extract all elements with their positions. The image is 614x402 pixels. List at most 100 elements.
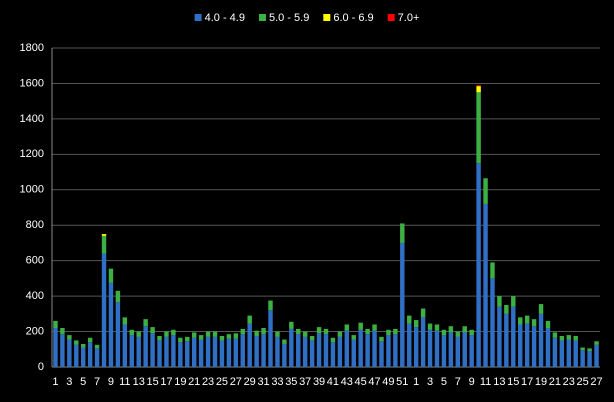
bar-segment	[476, 163, 481, 367]
bar-segment	[143, 319, 148, 327]
x-tick-label: 3	[66, 376, 72, 388]
bar-segment	[545, 320, 551, 329]
legend-swatch	[194, 14, 202, 21]
bar-segment	[483, 178, 488, 204]
bar-segment	[198, 339, 204, 367]
bar-segment	[275, 331, 280, 337]
bar-segment	[337, 331, 343, 337]
x-tick-label: 17	[160, 376, 172, 388]
bar-segment	[316, 333, 322, 367]
bar-segment	[497, 296, 502, 307]
bar-segment	[226, 334, 232, 339]
x-tick-label: 19	[535, 376, 547, 388]
bar-segment	[233, 338, 239, 367]
bar-segment	[205, 331, 211, 337]
bar-segment	[323, 334, 329, 367]
bar-segment	[400, 242, 405, 367]
bar-segment	[490, 262, 495, 279]
bar-segment	[497, 306, 502, 367]
bar-segment	[101, 234, 107, 236]
bar-segment	[74, 340, 79, 345]
x-tick-label: 11	[119, 376, 130, 388]
bar-segment	[136, 331, 141, 337]
bar-segment	[462, 332, 467, 367]
bar-segment	[559, 335, 565, 341]
bar-segment	[101, 235, 107, 254]
x-tick-label: 5	[80, 376, 86, 388]
bar-segment	[247, 323, 252, 367]
x-tick-label: 15	[146, 376, 158, 388]
bar-segment	[185, 341, 190, 367]
bar-segment	[254, 330, 259, 336]
x-tick-label: 3	[427, 376, 433, 388]
bar-segment	[393, 328, 398, 335]
bar-segment	[275, 336, 280, 367]
bar-segment	[87, 337, 93, 343]
x-tick-label: 1	[413, 376, 419, 388]
x-tick-label: 15	[507, 376, 519, 388]
bar-segment	[80, 347, 86, 367]
bar-segment	[372, 330, 377, 367]
bar-segment	[330, 342, 336, 367]
bar-segment	[171, 335, 176, 367]
bar-segment	[191, 337, 197, 367]
x-tick-label: 5	[441, 376, 447, 388]
bar-segment	[469, 335, 474, 367]
bar-segment	[150, 333, 155, 367]
bar-segment	[240, 334, 245, 367]
bar-segment	[511, 296, 516, 307]
bar-segment	[296, 328, 301, 335]
bar-segment	[67, 335, 72, 340]
x-tick-label: 31	[257, 376, 269, 388]
bar-segment	[219, 335, 225, 341]
bar-segment	[122, 317, 128, 325]
bar-segment	[185, 336, 190, 342]
bar-segment	[511, 306, 516, 367]
bar-segment	[441, 329, 447, 336]
bar-segment	[115, 290, 121, 303]
x-tick-label: 23	[563, 376, 575, 388]
bar-segment	[282, 343, 287, 367]
x-tick-label: 27	[230, 376, 242, 388]
bar-segment	[386, 335, 391, 367]
bar-segment	[101, 253, 107, 367]
bar-segment	[247, 315, 252, 324]
bar-segment	[143, 326, 148, 367]
bar-segment	[219, 340, 225, 367]
bar-segment	[427, 329, 433, 367]
bar-segment	[178, 342, 183, 367]
bar-segment	[344, 330, 350, 367]
x-tick-label: 1	[52, 376, 58, 388]
x-tick-label: 25	[577, 376, 589, 388]
bar-segment	[580, 350, 585, 367]
bar-segment	[261, 334, 266, 367]
bar-segment	[268, 300, 273, 311]
bar-segment	[427, 323, 433, 330]
bar-segment	[129, 329, 134, 336]
bar-segment	[164, 331, 169, 337]
bar-segment	[566, 339, 572, 367]
legend-label: 5.0 - 5.9	[269, 12, 309, 24]
bar-segment	[476, 85, 481, 87]
bar-segment	[108, 268, 114, 283]
bar-segment	[108, 282, 114, 367]
x-tick-label: 39	[313, 376, 325, 388]
bar-segment	[372, 324, 377, 331]
bar-segment	[80, 343, 86, 348]
x-tick-label: 13	[493, 376, 505, 388]
bar-segment	[420, 308, 426, 318]
bar-segment	[330, 337, 336, 343]
bar-segment	[413, 327, 419, 367]
bar-segment	[205, 336, 211, 367]
bar-segment	[351, 335, 356, 340]
legend-label: 7.0+	[398, 12, 420, 24]
bar-segment	[122, 324, 128, 367]
bar-segment	[573, 335, 578, 341]
y-tick-label: 400	[26, 290, 44, 302]
bar-segment	[545, 328, 551, 367]
bar-segment	[365, 328, 370, 335]
x-tick-label: 7	[455, 376, 461, 388]
bar-segment	[198, 335, 204, 340]
x-tick-label: 13	[133, 376, 145, 388]
